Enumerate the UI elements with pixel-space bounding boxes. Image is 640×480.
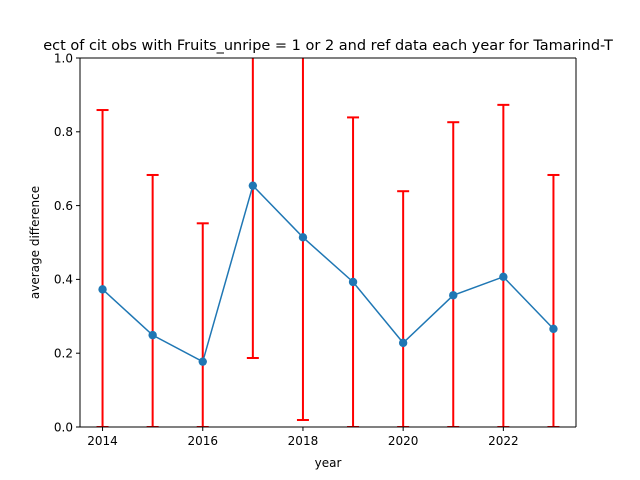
error-bar [146,173,159,427]
error-bar [497,103,510,427]
y-tick-label: 0.2 [54,347,73,361]
error-bar [347,116,360,427]
x-tick-label: 2018 [288,434,319,448]
error-bar [196,222,209,427]
plot-area [96,58,560,427]
x-axis-ticks: 2014 2016 2018 2020 2022 [87,427,519,448]
chart-title: ect of cit obs with Fruits_unripe = 1 or… [43,38,613,54]
error-bar [547,173,560,427]
x-axis-label: year [315,456,342,470]
data-point [148,330,157,340]
error-bar [397,190,410,427]
data-point [298,233,308,242]
y-axis-ticks: 0.0 0.2 0.4 0.6 0.8 1.0 [54,51,80,434]
data-point [248,181,258,190]
data-point [398,338,408,348]
y-tick-label: 0.6 [54,199,73,213]
data-point [198,357,207,366]
axes-frame [79,57,577,428]
data-point [449,291,458,300]
data-point [549,324,558,334]
x-tick-label: 2022 [488,434,519,448]
y-tick-label: 0.0 [54,420,73,434]
y-tick-label: 0.8 [54,125,73,139]
y-tick-label: 0.4 [54,273,73,287]
error-bar [447,121,460,427]
plot-background [80,58,576,427]
x-tick-label: 2016 [187,434,218,448]
series-line [102,184,554,363]
x-tick-label: 2014 [87,434,118,448]
y-axis-label: average difference [28,186,42,299]
x-tick-label: 2020 [388,434,419,448]
data-point [348,277,358,287]
data-point [98,285,107,294]
error-bar [96,109,109,427]
data-point [499,272,508,282]
y-tick-label: 1.0 [54,51,73,65]
